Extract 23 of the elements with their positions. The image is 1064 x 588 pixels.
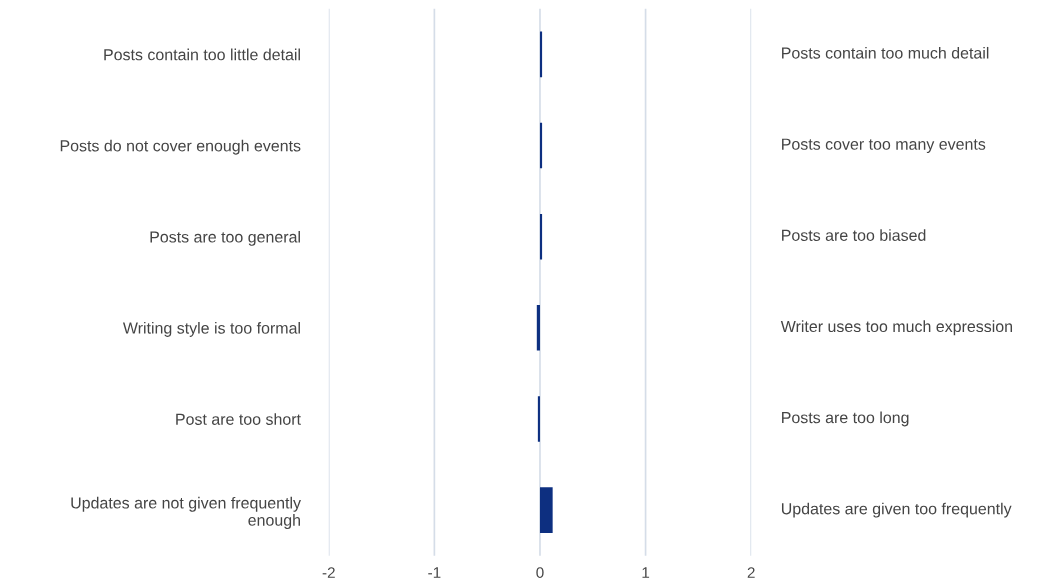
y-tick-label: Updates are not given frequently enough bbox=[71, 496, 301, 529]
y-tick-label: Post are too short bbox=[176, 413, 301, 425]
x-tick-label: 0 bbox=[536, 567, 544, 578]
x-tick-label: -2 bbox=[322, 567, 335, 578]
bar bbox=[536, 305, 540, 351]
bar bbox=[537, 396, 540, 442]
x-tick-label: 1 bbox=[642, 567, 650, 578]
bar bbox=[539, 122, 543, 169]
bar bbox=[539, 213, 543, 260]
x-tick-label: -1 bbox=[428, 567, 441, 578]
text: Posts are too long bbox=[782, 411, 909, 427]
text: Posts are too biased bbox=[782, 229, 926, 241]
y-tick-label: Posts do not cover enough events bbox=[60, 139, 301, 155]
y-tick-label: Posts are too general bbox=[150, 230, 300, 246]
text: Updates are given too frequently bbox=[781, 502, 1012, 518]
y-tick-label: Posts contain too little detail bbox=[104, 48, 300, 61]
y-tick-label: Writing style is too formal bbox=[122, 322, 300, 337]
bar bbox=[539, 487, 553, 533]
text: Posts cover too many events bbox=[782, 138, 986, 153]
bar bbox=[539, 31, 543, 78]
text: Writer uses too much expression bbox=[780, 320, 1013, 336]
text: Posts contain too much detail bbox=[782, 46, 989, 59]
x-tick-label: 2 bbox=[747, 567, 755, 578]
